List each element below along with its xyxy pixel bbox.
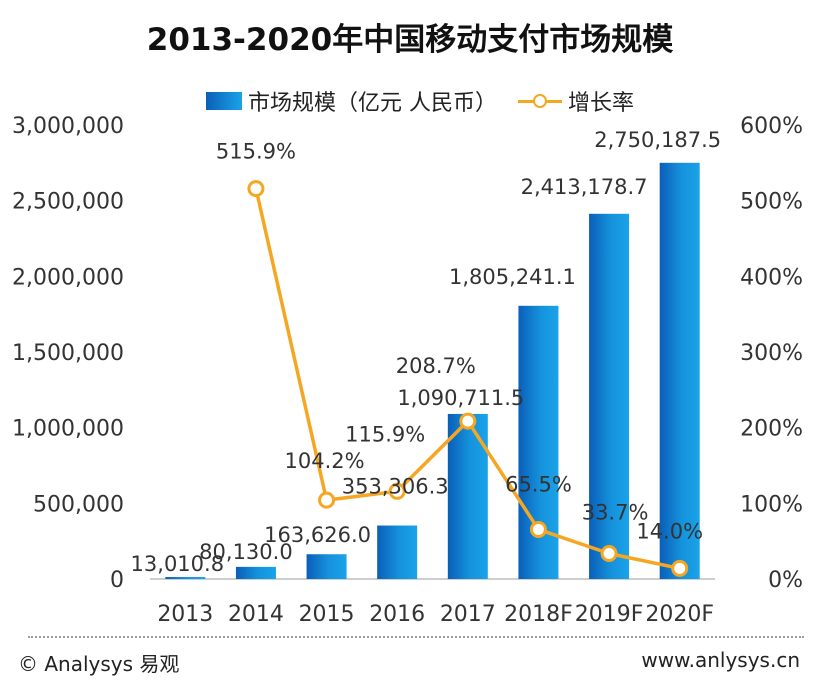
growth-point — [673, 561, 687, 575]
y-right-tick-label: 400% — [740, 265, 803, 290]
bar-value-label: 1,805,241.1 — [449, 265, 576, 289]
growth-point — [461, 414, 475, 428]
bar — [307, 554, 347, 579]
y-right-tick-label: 200% — [740, 417, 803, 442]
y-right-tick-label: 600% — [740, 114, 803, 139]
x-tick-label: 2016 — [369, 602, 425, 627]
bar — [377, 526, 417, 579]
bar — [165, 577, 205, 579]
growth-point — [249, 182, 263, 196]
growth-rate-label: 65.5% — [505, 472, 572, 496]
bar — [518, 306, 558, 579]
growth-point — [320, 493, 334, 507]
growth-rate-label: 104.2% — [285, 449, 365, 473]
bar — [448, 414, 488, 579]
y-right-tick-label: 0% — [768, 568, 803, 593]
growth-rate-label: 208.7% — [396, 354, 476, 378]
y-left-tick-label: 2,000,000 — [12, 265, 124, 290]
bar-value-label: 163,626.0 — [264, 523, 371, 547]
x-tick-label: 2017 — [440, 602, 496, 627]
growth-rate-label: 115.9% — [345, 422, 425, 446]
bar-value-label: 2,413,178.7 — [521, 175, 648, 199]
x-tick-label: 2013 — [157, 602, 213, 627]
growth-point — [531, 522, 545, 536]
footer-divider — [28, 636, 804, 638]
footer-copyright: © Analysys 易观 — [18, 648, 179, 677]
bar — [660, 163, 700, 579]
y-right-tick-label: 300% — [740, 341, 803, 366]
bar — [236, 567, 276, 579]
y-left-tick-label: 2,500,000 — [12, 190, 124, 215]
y-left-tick-label: 500,000 — [33, 492, 124, 517]
bar-value-label: 1,090,711.5 — [397, 386, 524, 410]
bar-value-label: 353,306.3 — [342, 475, 449, 499]
y-left-tick-label: 0 — [110, 568, 124, 593]
growth-rate-label: 515.9% — [216, 140, 296, 164]
bar-value-label: 2,750,187.5 — [594, 128, 721, 152]
y-left-tick-label: 1,500,000 — [12, 341, 124, 366]
x-tick-label: 2014 — [228, 602, 284, 627]
footer-website: www.anlysys.cn — [641, 648, 800, 672]
x-tick-label: 2019F — [575, 602, 644, 627]
y-left-tick-label: 3,000,000 — [12, 114, 124, 139]
x-tick-label: 2018F — [504, 602, 573, 627]
x-tick-label: 2020F — [645, 602, 714, 627]
y-right-tick-label: 500% — [740, 190, 803, 215]
growth-point — [602, 547, 616, 561]
x-tick-label: 2015 — [299, 602, 355, 627]
growth-rate-label: 14.0% — [636, 519, 703, 543]
y-left-tick-label: 1,000,000 — [12, 417, 124, 442]
y-right-tick-label: 100% — [740, 492, 803, 517]
chart-canvas: 0 500,000 1,000,000 1,500,000 2,000,000 2,500… — [0, 0, 820, 636]
